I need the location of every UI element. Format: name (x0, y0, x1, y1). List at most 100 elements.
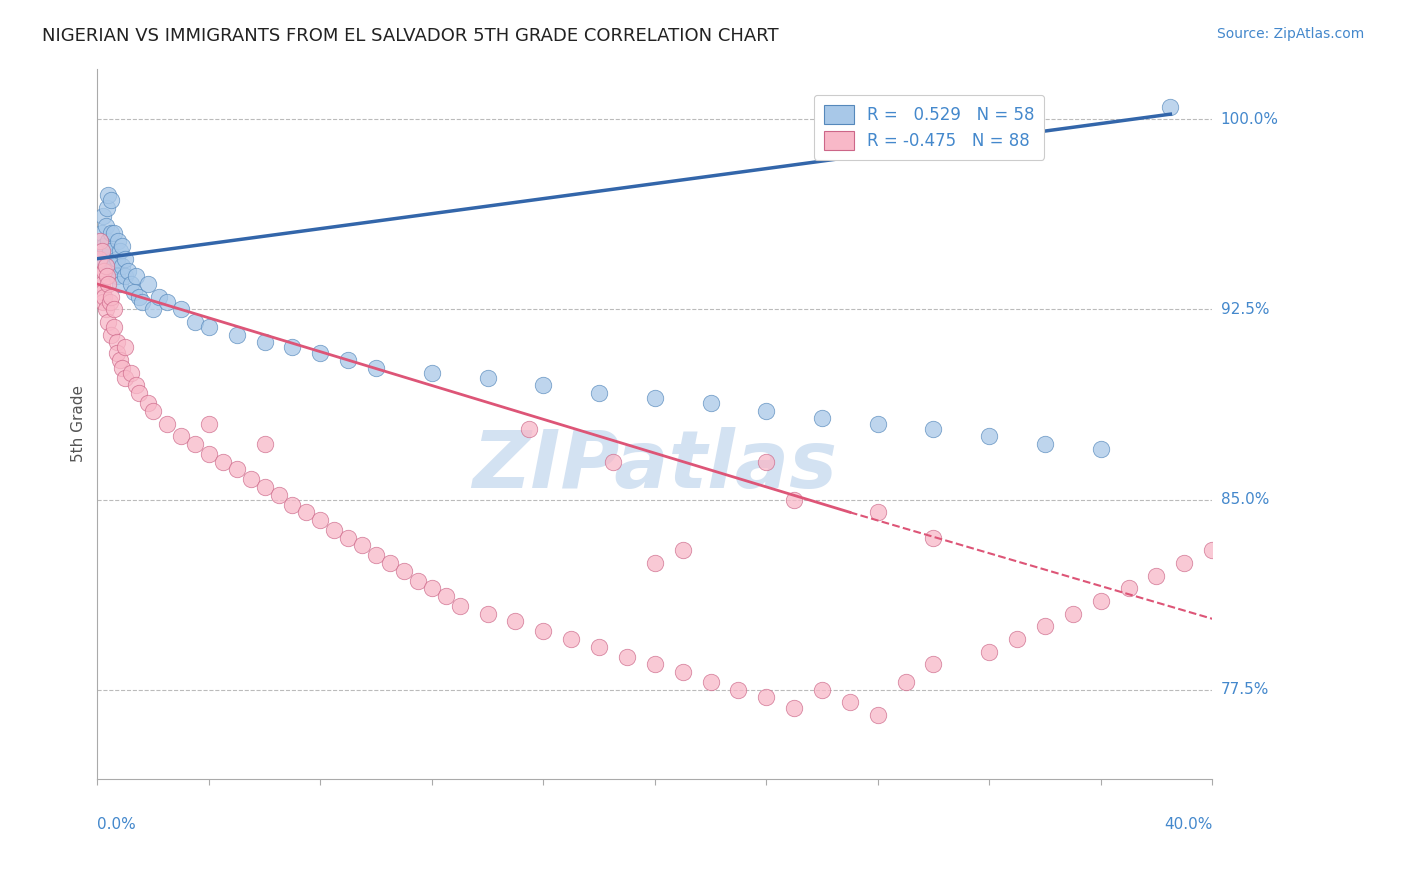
Point (108, 277, 131, 291)
Point (602, 454, 624, 468)
Point (117, 264, 139, 278)
Point (94, 260, 117, 274)
Point (96, 269, 118, 284)
Point (122, 285, 145, 299)
Point (97, 277, 120, 291)
Point (1090, 594, 1112, 608)
Point (91, 252, 114, 266)
Point (105, 345, 128, 359)
Text: NIGERIAN VS IMMIGRANTS FROM EL SALVADOR 5TH GRADE CORRELATION CHART: NIGERIAN VS IMMIGRANTS FROM EL SALVADOR … (42, 27, 779, 45)
Point (616, 649, 638, 664)
Point (184, 437, 207, 451)
Point (1146, 568, 1168, 582)
Point (93, 264, 115, 278)
Point (111, 239, 134, 253)
Point (136, 277, 159, 291)
Point (811, 411, 834, 425)
Point (239, 472, 262, 486)
Point (281, 498, 304, 512)
Point (89, 244, 111, 258)
Point (531, 378, 554, 392)
Point (91, 209, 114, 223)
Point (531, 624, 554, 639)
Point (392, 564, 415, 578)
Point (90, 277, 112, 291)
Point (105, 269, 128, 284)
Point (922, 421, 945, 435)
Point (253, 437, 276, 451)
Point (94, 219, 117, 233)
Point (120, 366, 142, 380)
Point (97, 315, 120, 329)
Text: 40.0%: 40.0% (1164, 817, 1212, 832)
Point (755, 404, 778, 418)
Point (1201, 543, 1223, 558)
Point (838, 695, 860, 709)
Point (114, 252, 136, 266)
Point (156, 294, 179, 309)
Point (97, 234, 120, 248)
Point (1159, 99, 1181, 113)
Point (107, 234, 129, 248)
Point (93, 239, 115, 253)
Point (131, 294, 153, 309)
Point (894, 675, 917, 690)
Point (979, 645, 1001, 659)
Point (100, 290, 122, 304)
Y-axis label: 5th Grade: 5th Grade (72, 385, 86, 462)
Point (783, 700, 806, 714)
Point (103, 260, 125, 274)
Point (136, 396, 159, 410)
Point (337, 353, 360, 368)
Point (281, 341, 304, 355)
Point (352, 538, 374, 552)
Point (267, 487, 290, 501)
Point (1033, 619, 1056, 633)
Point (1173, 556, 1195, 570)
Point (979, 429, 1001, 443)
Point (170, 302, 193, 317)
Point (91, 294, 114, 309)
Point (477, 607, 499, 621)
Point (89, 234, 111, 248)
Point (198, 417, 221, 431)
Point (323, 523, 346, 537)
Point (1118, 582, 1140, 596)
Point (156, 417, 179, 431)
Point (672, 543, 695, 558)
Point (505, 615, 527, 629)
Point (755, 454, 778, 468)
Point (90, 244, 112, 258)
Point (108, 244, 131, 258)
Point (866, 505, 889, 519)
Point (406, 574, 429, 588)
Point (108, 353, 131, 368)
Point (644, 391, 666, 405)
Point (128, 386, 150, 401)
Point (170, 429, 193, 443)
Point (253, 480, 276, 494)
Point (295, 505, 318, 519)
Point (449, 599, 471, 613)
Point (93, 290, 115, 304)
Point (120, 277, 142, 291)
Point (87, 252, 110, 266)
Point (114, 341, 136, 355)
Point (811, 682, 834, 697)
Point (103, 227, 125, 241)
Point (91, 285, 114, 299)
Point (89, 269, 111, 284)
Point (198, 447, 221, 461)
Point (699, 396, 721, 410)
Point (755, 690, 778, 705)
Point (125, 269, 148, 284)
Point (477, 371, 499, 385)
Point (125, 378, 148, 392)
Point (114, 269, 136, 284)
Point (420, 366, 443, 380)
Point (103, 302, 125, 317)
Point (111, 260, 134, 274)
Point (114, 371, 136, 385)
Text: 92.5%: 92.5% (1220, 301, 1270, 317)
Point (105, 252, 128, 266)
